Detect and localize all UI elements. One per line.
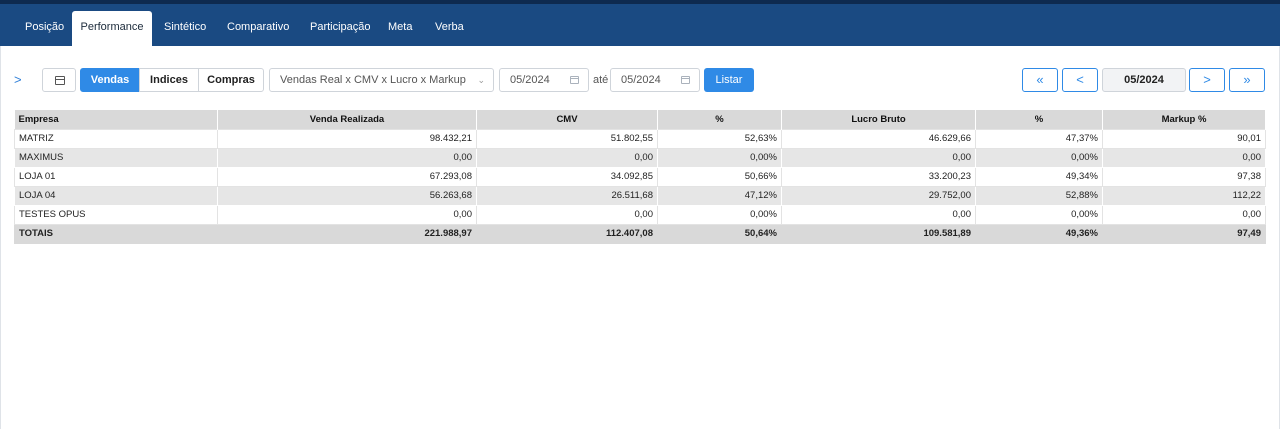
header-lucro-bruto[interactable]: Lucro Bruto	[781, 110, 976, 129]
cell-venda: 56.263,68	[217, 185, 477, 206]
cell-cmv: 112.407,08	[476, 223, 658, 244]
cell-lucro: 29.752,00	[781, 185, 976, 206]
table-row[interactable]: MATRIZ 98.432,21 51.802,55 52,63% 46.629…	[14, 128, 1266, 149]
calendar-button[interactable]	[42, 68, 76, 92]
header-markup[interactable]: Markup %	[1102, 110, 1266, 129]
cell-empresa: MAXIMUS	[14, 147, 218, 168]
cell-pct-cmv: 47,12%	[657, 185, 782, 206]
cell-empresa: TESTES OPUS	[14, 204, 218, 225]
prev-page-button[interactable]: <	[1062, 68, 1098, 92]
tab-participacao[interactable]: Participação	[310, 21, 371, 33]
cell-empresa: LOJA 01	[14, 166, 218, 187]
cell-venda: 98.432,21	[217, 128, 477, 149]
header-venda-realizada[interactable]: Venda Realizada	[217, 110, 477, 129]
totals-row: TOTAIS 221.988,97 112.407,08 50,64% 109.…	[14, 223, 1266, 244]
cell-markup: 0,00	[1102, 204, 1266, 225]
tab-performance[interactable]: Performance	[72, 11, 152, 46]
cell-pct-lucro: 52,88%	[975, 185, 1103, 206]
tab-comparativo[interactable]: Comparativo	[227, 21, 290, 33]
table-header-row: Empresa Venda Realizada CMV % Lucro Brut…	[14, 110, 1266, 129]
cell-pct-lucro: 47,37%	[975, 128, 1103, 149]
tab-meta[interactable]: Meta	[388, 21, 413, 33]
cell-pct-cmv: 0,00%	[657, 204, 782, 225]
cell-cmv: 34.092,85	[476, 166, 658, 187]
cell-pct-cmv: 50,64%	[657, 223, 782, 244]
header-pct-cmv[interactable]: %	[657, 110, 782, 129]
cell-lucro: 0,00	[781, 147, 976, 168]
cell-cmv: 0,00	[476, 147, 658, 168]
cell-venda: 0,00	[217, 147, 477, 168]
table-row[interactable]: MAXIMUS 0,00 0,00 0,00% 0,00 0,00% 0,00	[14, 147, 1266, 168]
cell-markup: 97,49	[1102, 223, 1266, 244]
cell-venda: 221.988,97	[217, 223, 477, 244]
cell-cmv: 26.511,68	[476, 185, 658, 206]
cell-markup: 97,38	[1102, 166, 1266, 187]
between-label: até	[593, 74, 609, 86]
cell-markup: 112,22	[1102, 185, 1266, 206]
cell-markup: 90,01	[1102, 128, 1266, 149]
cell-lucro: 46.629,66	[781, 128, 976, 149]
date-to-value: 05/2024	[621, 74, 661, 86]
table-row[interactable]: TESTES OPUS 0,00 0,00 0,00% 0,00 0,00% 0…	[14, 204, 1266, 225]
cell-pct-cmv: 0,00%	[657, 147, 782, 168]
date-to-field[interactable]: 05/2024	[610, 68, 700, 92]
cell-empresa: MATRIZ	[14, 128, 218, 149]
tab-posicao[interactable]: Posição	[25, 21, 65, 33]
listar-button[interactable]: Listar	[704, 68, 754, 92]
cell-pct-lucro: 49,34%	[975, 166, 1103, 187]
date-from-value: 05/2024	[510, 74, 550, 86]
table-row[interactable]: LOJA 01 67.293,08 34.092,85 50,66% 33.20…	[14, 166, 1266, 187]
cell-empresa: LOJA 04	[14, 185, 218, 206]
cell-pct-cmv: 50,66%	[657, 166, 782, 187]
cell-empresa: TOTAIS	[14, 223, 218, 244]
cell-pct-lucro: 0,00%	[975, 147, 1103, 168]
cell-venda: 0,00	[217, 204, 477, 225]
cell-pct-lucro: 49,36%	[975, 223, 1103, 244]
tab-verba[interactable]: Verba	[435, 21, 464, 33]
performance-table: Empresa Venda Realizada CMV % Lucro Brut…	[14, 110, 1266, 244]
header-cmv[interactable]: CMV	[476, 110, 658, 129]
header-pct-lucro[interactable]: %	[975, 110, 1103, 129]
cell-pct-cmv: 52,63%	[657, 128, 782, 149]
first-page-button[interactable]: «	[1022, 68, 1058, 92]
next-page-button[interactable]: >	[1189, 68, 1225, 92]
calendar-icon	[681, 76, 690, 84]
last-page-button[interactable]: »	[1229, 68, 1265, 92]
segment-vendas[interactable]: Vendas	[80, 68, 140, 92]
header-empresa[interactable]: Empresa	[14, 110, 218, 129]
chevron-down-icon: ⌄	[477, 75, 485, 85]
cell-markup: 0,00	[1102, 147, 1266, 168]
cell-cmv: 0,00	[476, 204, 658, 225]
current-period: 05/2024	[1102, 68, 1186, 92]
segment-indices[interactable]: Indices	[139, 68, 199, 92]
report-type-value: Vendas Real x CMV x Lucro x Markup	[280, 74, 466, 86]
cell-lucro: 33.200,23	[781, 166, 976, 187]
calendar-icon	[55, 76, 65, 85]
report-type-select[interactable]: Vendas Real x CMV x Lucro x Markup ⌄	[269, 68, 494, 92]
cell-cmv: 51.802,55	[476, 128, 658, 149]
cell-pct-lucro: 0,00%	[975, 204, 1103, 225]
cell-lucro: 0,00	[781, 204, 976, 225]
date-from-field[interactable]: 05/2024	[499, 68, 589, 92]
cell-venda: 67.293,08	[217, 166, 477, 187]
calendar-icon	[570, 76, 579, 84]
tab-sintetico[interactable]: Sintético	[164, 21, 207, 33]
cell-lucro: 109.581,89	[781, 223, 976, 244]
segment-compras[interactable]: Compras	[198, 68, 264, 92]
chevron-right-icon[interactable]: >	[14, 72, 22, 87]
report-tabs: Posição Performance Sintético Comparativ…	[0, 4, 1280, 46]
top-strip	[0, 0, 1280, 4]
table-row[interactable]: LOJA 04 56.263,68 26.511,68 47,12% 29.75…	[14, 185, 1266, 206]
